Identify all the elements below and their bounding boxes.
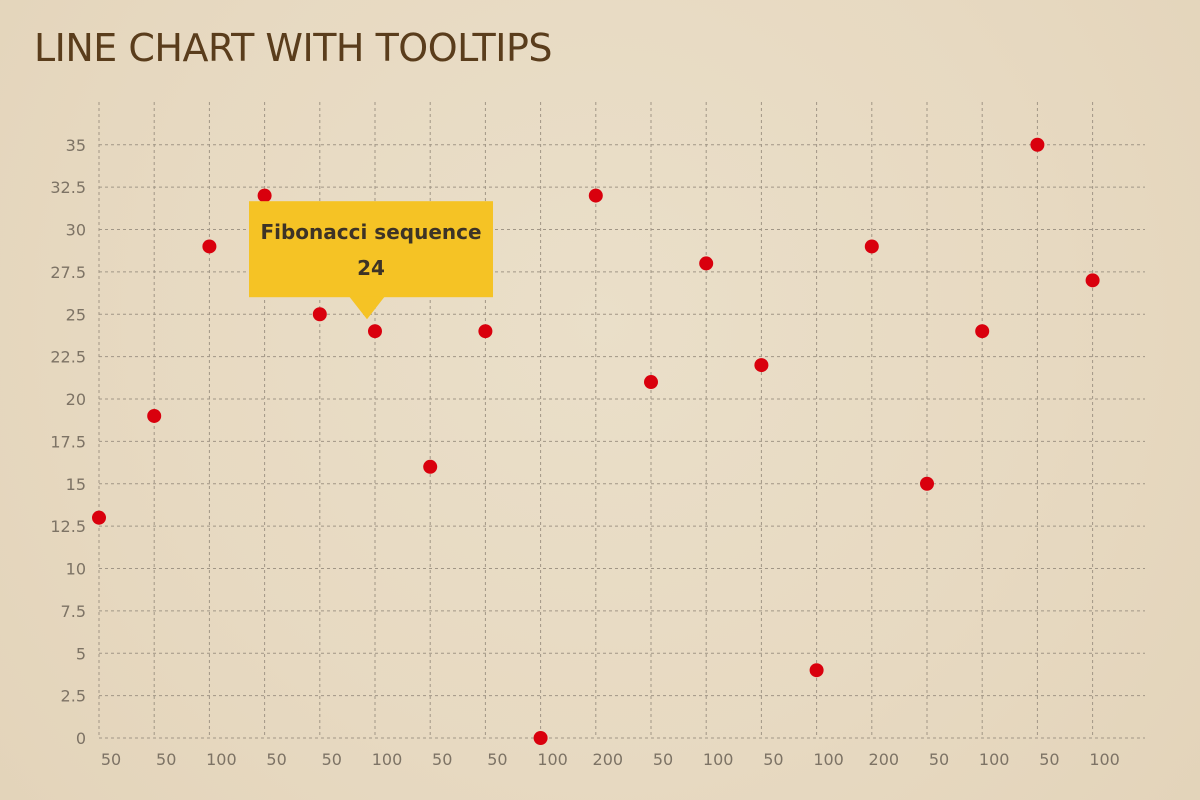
y-tick-label: 17.5 xyxy=(50,432,86,451)
x-tick-label: 50 xyxy=(763,750,783,769)
tooltip-box xyxy=(249,201,493,298)
x-axis: 50 50 100 50 50 100 50 50 100 200 50 100 50 100 200 50 1… xyxy=(101,750,1120,769)
data-point[interactable] xyxy=(368,324,382,339)
data-point[interactable] xyxy=(1085,273,1100,288)
data-point[interactable] xyxy=(202,239,217,254)
y-tick-label: 0 xyxy=(76,729,86,748)
x-tick-label: 50 xyxy=(653,750,673,769)
x-tick-label: 100 xyxy=(372,750,403,769)
page-title: LINE CHART WITH TOOLTIPS xyxy=(34,26,553,70)
data-point[interactable] xyxy=(975,324,990,339)
x-tick-label: 50 xyxy=(929,750,949,769)
data-point[interactable] xyxy=(1030,137,1045,152)
data-point[interactable] xyxy=(312,307,327,322)
x-tick-label: 100 xyxy=(206,750,237,769)
x-tick-label: 50 xyxy=(266,750,286,769)
data-point[interactable] xyxy=(478,324,493,339)
x-tick-label: 200 xyxy=(593,750,624,769)
y-tick-label: 20 xyxy=(66,390,86,409)
x-tick-label: 50 xyxy=(487,750,507,769)
x-tick-label: 50 xyxy=(156,750,176,769)
y-tick-label: 30 xyxy=(66,221,86,240)
x-tick-label: 100 xyxy=(813,750,844,769)
y-tick-label: 35 xyxy=(66,136,86,155)
data-point[interactable] xyxy=(588,188,603,203)
tooltip-series-name: Fibonacci sequence xyxy=(260,220,481,244)
data-point[interactable] xyxy=(533,731,548,745)
data-point[interactable] xyxy=(257,188,272,203)
data-point[interactable] xyxy=(423,459,438,474)
y-tick-label: 32.5 xyxy=(50,178,86,197)
data-points xyxy=(92,137,1100,745)
data-point[interactable] xyxy=(864,239,879,254)
tooltip-arrow xyxy=(349,296,385,320)
tooltip-value: 24 xyxy=(357,256,385,280)
x-tick-label: 100 xyxy=(703,750,734,769)
y-tick-label: 2.5 xyxy=(61,687,86,706)
x-tick-label: 100 xyxy=(979,750,1010,769)
data-point[interactable] xyxy=(644,375,658,390)
y-tick-label: 27.5 xyxy=(50,263,86,282)
data-point[interactable] xyxy=(920,476,934,491)
x-tick-label: 100 xyxy=(537,750,568,769)
y-tick-label: 10 xyxy=(66,560,86,579)
data-point[interactable] xyxy=(809,663,824,678)
y-tick-label: 7.5 xyxy=(61,602,86,621)
chart-grid xyxy=(98,102,1145,739)
y-tick-label: 5 xyxy=(76,644,86,663)
y-axis: 0 2.5 5 7.5 10 12.5 15 17.5 20 22.5 25 27.5 30 32.5 35 xyxy=(50,136,86,748)
x-tick-label: 50 xyxy=(432,750,452,769)
tooltip: Fibonacci sequence 24 xyxy=(249,201,493,320)
y-tick-label: 25 xyxy=(66,305,86,324)
data-point[interactable] xyxy=(699,256,714,271)
x-tick-label: 200 xyxy=(869,750,900,769)
y-tick-label: 22.5 xyxy=(50,348,86,367)
x-tick-label: 50 xyxy=(1039,750,1059,769)
data-point[interactable] xyxy=(147,408,162,423)
data-point[interactable] xyxy=(754,358,769,373)
x-tick-label: 50 xyxy=(322,750,342,769)
y-tick-label: 12.5 xyxy=(50,517,86,536)
y-tick-label: 15 xyxy=(66,475,86,494)
x-tick-label: 100 xyxy=(1089,750,1120,769)
x-tick-label: 50 xyxy=(101,750,121,769)
data-point[interactable] xyxy=(92,510,106,525)
